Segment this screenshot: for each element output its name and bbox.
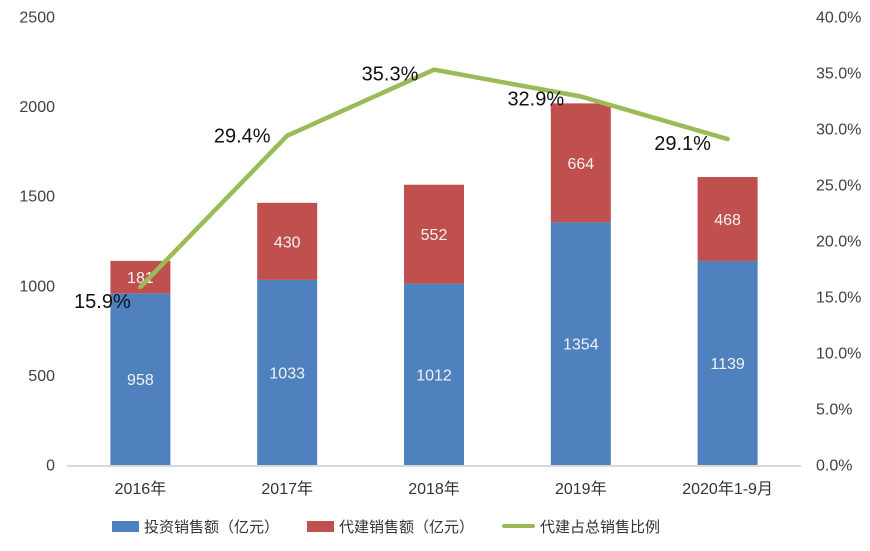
- bar-value-label-invest: 1139: [710, 356, 745, 373]
- ratio-point-label: 32.9%: [507, 89, 564, 111]
- ratio-point-label: 35.3%: [362, 64, 419, 86]
- legend-label: 投资销售额（亿元）: [143, 518, 279, 536]
- bar-value-label-agency: 468: [714, 212, 741, 229]
- bar-value-label-invest: 1354: [563, 337, 599, 354]
- x-axis-category-label: 2020年1-9月: [682, 480, 773, 498]
- legend-label: 代建销售额（亿元）: [338, 518, 474, 536]
- ratio-point-label: 29.4%: [214, 126, 271, 148]
- ratio-point-label: 15.9%: [74, 291, 131, 313]
- bar-value-label-agency: 664: [567, 156, 594, 173]
- legend-item-agency-sales: 代建销售额（亿元）: [306, 516, 474, 537]
- x-axis-category-label: 2019年: [555, 480, 607, 498]
- left-axis-tick-label: 2500: [19, 10, 55, 27]
- bar-segment-agency-sales: [550, 103, 611, 223]
- bar-value-label-agency: 430: [274, 234, 301, 251]
- left-axis-tick-label: 0: [46, 458, 55, 475]
- bar-segment-invest-sales: [257, 279, 318, 465]
- invest-sales-swatch-icon: [111, 520, 139, 532]
- left-axis-tick-label: 1500: [19, 189, 55, 206]
- bar-value-label-invest: 1012: [416, 367, 452, 384]
- right-axis-tick-label: 20.0%: [816, 234, 861, 251]
- legend-item-agency-ratio: 代建占总销售比例: [502, 516, 660, 537]
- x-axis-category-label: 2017年: [261, 480, 313, 498]
- chart-legend: 投资销售额（亿元） 代建销售额（亿元） 代建占总销售比例: [0, 513, 772, 539]
- x-axis-category-label: 2018年: [408, 480, 460, 498]
- right-axis-tick-label: 30.0%: [816, 122, 861, 139]
- agency-ratio-trend-line: [138, 67, 730, 290]
- right-axis-tick-label: 15.0%: [816, 290, 861, 307]
- right-axis-tick-label: 5.0%: [816, 402, 852, 419]
- agency-ratio-line-swatch-icon: [502, 524, 535, 528]
- bar-value-label-invest: 958: [127, 372, 154, 389]
- left-axis-tick-label: 2000: [19, 99, 55, 116]
- bar-value-label-invest: 1033: [269, 365, 305, 382]
- bar-segment-invest-sales: [550, 222, 611, 465]
- left-axis-tick-label: 500: [28, 368, 55, 385]
- bar-segment-invest-sales: [404, 283, 464, 465]
- left-axis-tick-label: 1000: [19, 278, 55, 295]
- right-axis-tick-label: 10.0%: [816, 346, 861, 363]
- x-axis-category-label: 2016年: [115, 480, 167, 498]
- bar-segment-agency-sales: [257, 202, 318, 280]
- bar-segment-agency-sales: [404, 184, 464, 284]
- bar-segment-invest-sales: [110, 293, 171, 465]
- bar-value-label-agency: 552: [421, 227, 448, 244]
- right-axis-tick-label: 25.0%: [816, 178, 861, 195]
- right-axis-tick-label: 40.0%: [816, 10, 861, 27]
- ratio-point-label: 29.1%: [654, 133, 711, 155]
- agency-sales-swatch-icon: [306, 520, 334, 532]
- legend-label: 代建占总销售比例: [540, 518, 661, 536]
- legend-item-invest-sales: 投资销售额（亿元）: [111, 516, 279, 537]
- right-axis-tick-label: 0.0%: [816, 458, 852, 475]
- right-axis-tick-label: 35.0%: [816, 66, 861, 83]
- bar-segment-agency-sales: [697, 177, 758, 261]
- bar-segment-invest-sales: [697, 260, 758, 465]
